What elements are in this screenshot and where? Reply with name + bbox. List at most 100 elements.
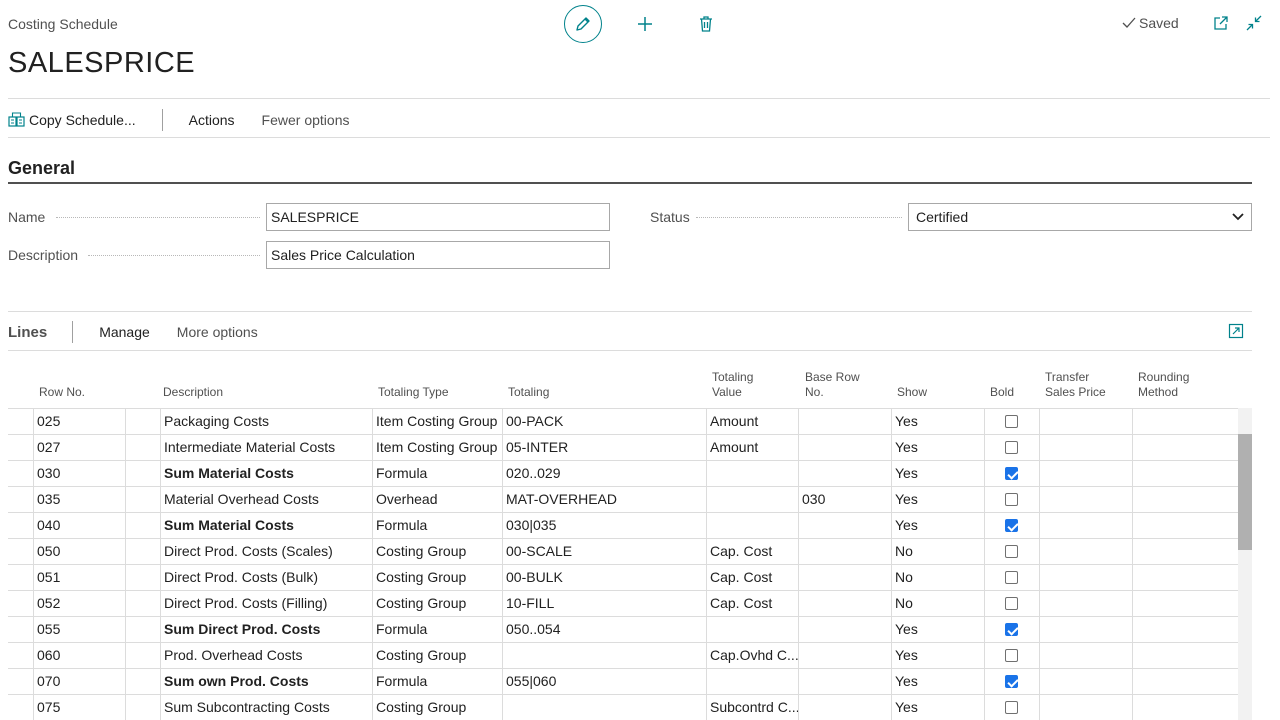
cell-row-no[interactable]: 025	[33, 409, 125, 434]
cell-show[interactable]: Yes	[891, 435, 984, 460]
cell-base-row-no[interactable]	[798, 409, 891, 434]
cell-totaling-type[interactable]: Costing Group	[372, 565, 502, 590]
cell-totaling-value[interactable]	[706, 487, 798, 512]
row-selector[interactable]	[8, 487, 33, 512]
col-show[interactable]: Show	[897, 385, 928, 399]
cell-totaling[interactable]: 00-BULK	[502, 565, 706, 590]
table-row[interactable]: 050 Direct Prod. Costs (Scales) Costing …	[8, 539, 1238, 565]
cell-base-row-no[interactable]: 030	[798, 487, 891, 512]
name-field[interactable]	[266, 203, 610, 231]
cell-row-no[interactable]: 075	[33, 695, 125, 720]
cell-transfer-sales-price[interactable]	[1039, 513, 1132, 538]
table-row[interactable]: 027 Intermediate Material Costs Item Cos…	[8, 435, 1238, 461]
cell-totaling-type[interactable]: Item Costing Group	[372, 409, 502, 434]
cell-totaling-value[interactable]: Cap. Cost	[706, 591, 798, 616]
cell-base-row-no[interactable]	[798, 617, 891, 642]
edit-button[interactable]	[564, 5, 602, 43]
cell-totaling[interactable]: 030|035	[502, 513, 706, 538]
cell-rounding-method[interactable]	[1132, 617, 1238, 642]
cell-description[interactable]: Sum Material Costs	[160, 461, 372, 486]
cell-rounding-method[interactable]	[1132, 461, 1238, 486]
col-totaling-value[interactable]: Totaling Value	[712, 370, 753, 400]
cell-transfer-sales-price[interactable]	[1039, 695, 1132, 720]
cell-totaling[interactable]: 00-PACK	[502, 409, 706, 434]
table-row[interactable]: 052 Direct Prod. Costs (Filling) Costing…	[8, 591, 1238, 617]
grid-scrollbar[interactable]	[1238, 408, 1252, 720]
bold-checkbox[interactable]	[1005, 415, 1018, 428]
table-row[interactable]: 030 Sum Material Costs Formula 020..029 …	[8, 461, 1238, 487]
bold-checkbox[interactable]	[1005, 519, 1018, 532]
cell-row-no[interactable]: 040	[33, 513, 125, 538]
cell-totaling-value[interactable]: Subcontrd C...	[706, 695, 798, 720]
cell-rounding-method[interactable]	[1132, 539, 1238, 564]
cell-transfer-sales-price[interactable]	[1039, 617, 1132, 642]
cell-totaling[interactable]	[502, 695, 706, 720]
bold-checkbox[interactable]	[1005, 441, 1018, 454]
table-row[interactable]: 025 Packaging Costs Item Costing Group 0…	[8, 409, 1238, 435]
cell-description[interactable]: Prod. Overhead Costs	[160, 643, 372, 668]
cell-totaling-type[interactable]: Costing Group	[372, 695, 502, 720]
cell-totaling-type[interactable]: Costing Group	[372, 643, 502, 668]
row-selector[interactable]	[8, 591, 33, 616]
cell-totaling-type[interactable]: Costing Group	[372, 539, 502, 564]
row-selector[interactable]	[8, 513, 33, 538]
row-selector[interactable]	[8, 695, 33, 720]
cell-description[interactable]: Intermediate Material Costs	[160, 435, 372, 460]
cell-totaling-type[interactable]: Formula	[372, 617, 502, 642]
cell-show[interactable]: Yes	[891, 461, 984, 486]
row-selector[interactable]	[8, 565, 33, 590]
cell-base-row-no[interactable]	[798, 643, 891, 668]
cell-show[interactable]: No	[891, 539, 984, 564]
open-new-window-button[interactable]	[1212, 14, 1230, 32]
cell-totaling-value[interactable]	[706, 617, 798, 642]
expand-lines-button[interactable]	[1228, 323, 1244, 339]
cell-totaling[interactable]: MAT-OVERHEAD	[502, 487, 706, 512]
cell-description[interactable]: Sum own Prod. Costs	[160, 669, 372, 694]
cell-rounding-method[interactable]	[1132, 513, 1238, 538]
cell-base-row-no[interactable]	[798, 461, 891, 486]
cell-description[interactable]: Sum Subcontracting Costs	[160, 695, 372, 720]
bold-checkbox[interactable]	[1005, 467, 1018, 480]
table-row[interactable]: 060 Prod. Overhead Costs Costing Group C…	[8, 643, 1238, 669]
cell-show[interactable]: Yes	[891, 513, 984, 538]
cell-show[interactable]: Yes	[891, 409, 984, 434]
row-selector[interactable]	[8, 669, 33, 694]
cell-totaling[interactable]	[502, 643, 706, 668]
scrollbar-thumb[interactable]	[1238, 434, 1252, 550]
cell-show[interactable]: Yes	[891, 695, 984, 720]
more-options-button[interactable]: More options	[176, 324, 258, 340]
cell-totaling[interactable]: 055|060	[502, 669, 706, 694]
cell-description[interactable]: Direct Prod. Costs (Filling)	[160, 591, 372, 616]
col-row-no[interactable]: Row No.	[39, 385, 86, 399]
cell-totaling-type[interactable]: Formula	[372, 513, 502, 538]
row-selector[interactable]	[8, 617, 33, 642]
cell-base-row-no[interactable]	[798, 695, 891, 720]
bold-checkbox[interactable]	[1005, 545, 1018, 558]
cell-totaling-value[interactable]	[706, 513, 798, 538]
cell-description[interactable]: Packaging Costs	[160, 409, 372, 434]
cell-row-no[interactable]: 070	[33, 669, 125, 694]
cell-totaling-value[interactable]: Cap.Ovhd C...	[706, 643, 798, 668]
cell-description[interactable]: Material Overhead Costs	[160, 487, 372, 512]
cell-base-row-no[interactable]	[798, 513, 891, 538]
cell-totaling-value[interactable]: Cap. Cost	[706, 565, 798, 590]
table-row[interactable]: 075 Sum Subcontracting Costs Costing Gro…	[8, 695, 1238, 720]
cell-rounding-method[interactable]	[1132, 565, 1238, 590]
table-row[interactable]: 070 Sum own Prod. Costs Formula 055|060 …	[8, 669, 1238, 695]
cell-totaling[interactable]: 050..054	[502, 617, 706, 642]
cell-totaling-type[interactable]: Formula	[372, 461, 502, 486]
cell-row-no[interactable]: 027	[33, 435, 125, 460]
cell-totaling-value[interactable]: Cap. Cost	[706, 539, 798, 564]
cell-transfer-sales-price[interactable]	[1039, 539, 1132, 564]
cell-rounding-method[interactable]	[1132, 435, 1238, 460]
cell-rounding-method[interactable]	[1132, 669, 1238, 694]
table-row[interactable]: 040 Sum Material Costs Formula 030|035 Y…	[8, 513, 1238, 539]
cell-totaling[interactable]: 020..029	[502, 461, 706, 486]
cell-totaling-type[interactable]: Item Costing Group	[372, 435, 502, 460]
bold-checkbox[interactable]	[1005, 623, 1018, 636]
cell-row-no[interactable]: 050	[33, 539, 125, 564]
cell-rounding-method[interactable]	[1132, 487, 1238, 512]
cell-transfer-sales-price[interactable]	[1039, 487, 1132, 512]
row-selector[interactable]	[8, 409, 33, 434]
col-totaling[interactable]: Totaling	[508, 385, 550, 399]
